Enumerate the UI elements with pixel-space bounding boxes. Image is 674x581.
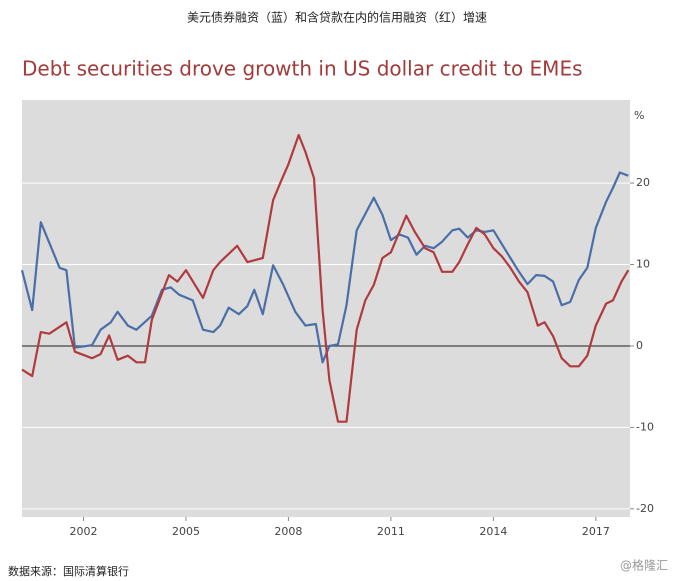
x-tick-label: 2008	[274, 525, 302, 538]
x-tick-label: 2017	[582, 525, 610, 538]
series-line	[20, 171, 629, 364]
y-tick-label: -10	[636, 420, 654, 433]
source: 数据来源：国际清算银行	[8, 564, 129, 578]
chart-title: Debt securities drove growth in US dolla…	[22, 57, 583, 81]
watermark: @格隆汇	[620, 558, 668, 573]
x-tick-label: 2002	[69, 525, 97, 538]
plot-area	[22, 100, 630, 517]
y-tick-label: -20	[636, 502, 654, 515]
y-tick-label: 20	[636, 176, 650, 189]
caption: 美元债券融资（蓝）和含贷款在内的信用融资（红）增速	[187, 10, 487, 25]
x-tick-label: 2005	[172, 525, 200, 538]
y-axis-label: %	[634, 109, 644, 122]
x-tick-label: 2014	[479, 525, 507, 538]
series-line	[21, 133, 630, 423]
y-tick-label: 10	[636, 258, 650, 271]
x-tick-label: 2011	[377, 525, 405, 538]
y-tick-label: 0	[636, 339, 643, 352]
